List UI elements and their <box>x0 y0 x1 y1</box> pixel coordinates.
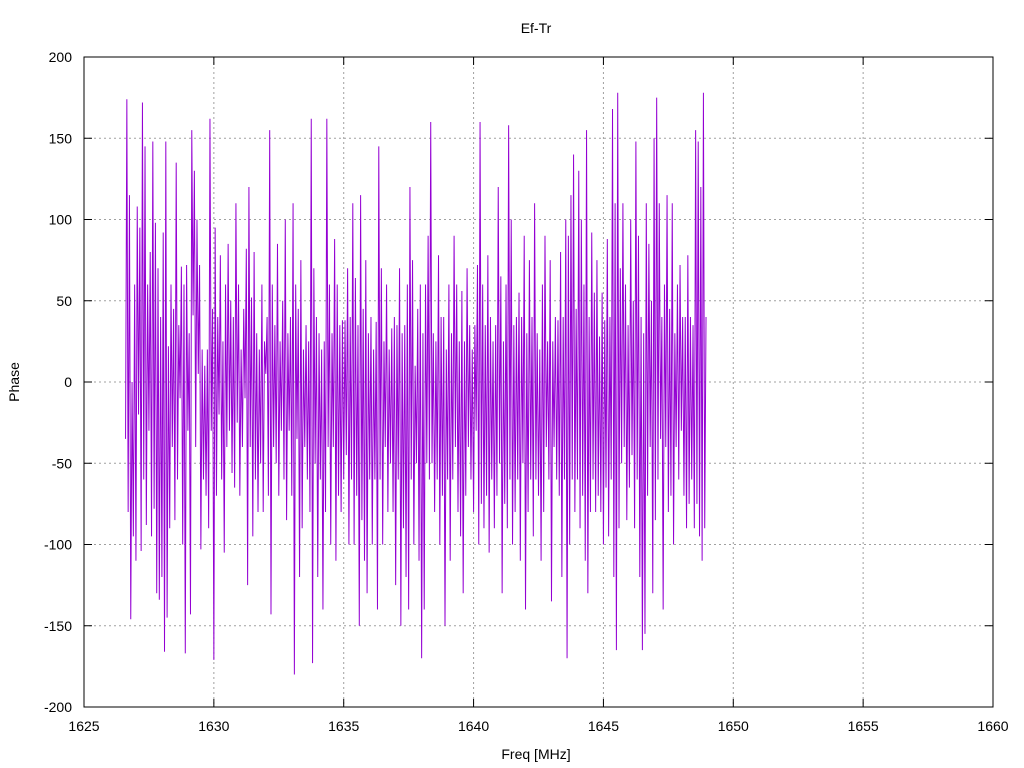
x-tick-label: 1630 <box>198 718 229 734</box>
axis-ticks: 1625 1630 1635 1640 1645 1650 1655 1660 -200 -150… <box>44 49 1009 734</box>
grid <box>84 57 993 707</box>
y-tick-label: 100 <box>49 212 73 228</box>
x-tick-label: 1645 <box>588 718 619 734</box>
y-tick-label: 200 <box>49 49 73 65</box>
chart-title: Ef-Tr <box>521 20 552 36</box>
y-tick-label: -150 <box>44 618 72 634</box>
y-axis-title: Phase <box>6 362 22 402</box>
y-tick-label: -50 <box>52 455 72 471</box>
x-tick-label: 1635 <box>328 718 359 734</box>
y-tick-label: -100 <box>44 537 72 553</box>
y-tick-label: 0 <box>64 374 72 390</box>
y-tick-label: 50 <box>56 293 72 309</box>
x-tick-label: 1660 <box>977 718 1008 734</box>
y-tick-label: 150 <box>49 130 73 146</box>
x-axis-title: Freq [MHz] <box>501 746 570 762</box>
x-tick-label: 1650 <box>718 718 749 734</box>
x-tick-label: 1655 <box>848 718 879 734</box>
y-tick-label: -200 <box>44 699 72 715</box>
phase-series-line <box>125 92 707 675</box>
x-tick-label: 1640 <box>458 718 489 734</box>
x-tick-label: 1625 <box>68 718 99 734</box>
series-layer <box>125 92 707 675</box>
